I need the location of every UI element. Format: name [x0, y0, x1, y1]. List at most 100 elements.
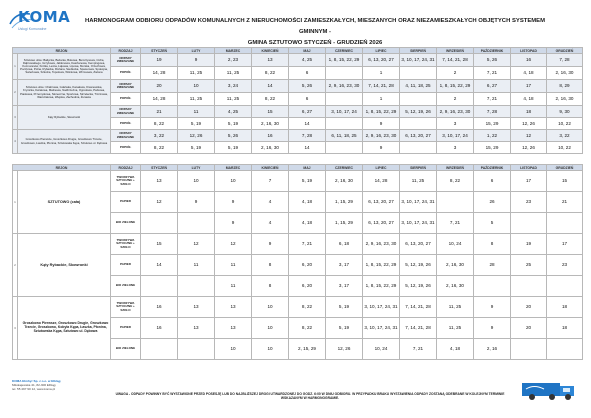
pickup-dates: 8, 22: [140, 117, 178, 130]
pickup-dates: 17: [510, 79, 547, 93]
pickup-dates: 1, 15, 29: [325, 191, 363, 213]
pickup-dates: 19: [510, 233, 547, 255]
pickup-dates: 20: [140, 79, 178, 93]
pickup-dates: 5, 19: [288, 170, 326, 192]
waste-type: BIO ZIELONE: [110, 338, 141, 360]
pickup-dates: 2: [436, 66, 474, 80]
pickup-dates: 4, 25: [288, 53, 326, 67]
pickup-dates: 8: [251, 275, 289, 297]
pickup-dates: 6: [288, 92, 326, 106]
pickup-dates: 2, 9, 16, 23, 30: [362, 233, 400, 255]
pickup-dates: 11: [177, 105, 215, 118]
pickup-dates: 14: [140, 254, 178, 276]
pickup-dates: 3, 22: [546, 129, 583, 142]
pickup-dates: 12, 26: [510, 141, 547, 154]
table-header-row: REJON RODZAJ STYCZEŃ LUTY MARZEC KWIECIE…: [12, 164, 583, 171]
pickup-dates: 16: [140, 296, 178, 318]
pickup-dates: [140, 212, 178, 234]
pickup-dates: 11, 25: [399, 170, 437, 192]
pickup-dates: 3: [436, 117, 474, 130]
pickup-dates: 11, 25: [177, 66, 215, 80]
pickup-dates: 25: [510, 254, 547, 276]
pickup-dates: 20: [510, 296, 547, 318]
table-row: 2 Sztutowo ulice: Chabrowa, Gdańska, Kana…: [12, 79, 583, 106]
pickup-dates: 11: [177, 254, 215, 276]
pickup-dates: 10: [214, 338, 252, 360]
table-row: BIO ZIELONE 9 4 4, 18 1, 15, 29 6, 13, 20, 27…: [13, 212, 583, 234]
pickup-dates: 3, 10, 17, 24: [436, 129, 474, 142]
table-row: 1 Sztutowo ulice: Bałtycka, Bażanta, Buko…: [12, 53, 583, 80]
pickup-dates: 10, 24: [362, 338, 400, 360]
title-line-2: GMINA SZTUTOWO STYCZEŃ - GRUDZIEŃ 2026: [247, 40, 383, 46]
pickup-dates: 9: [177, 191, 215, 213]
pickup-dates: 23: [546, 254, 583, 276]
pickup-dates: 13: [177, 317, 215, 339]
pickup-dates: [399, 117, 437, 130]
pickup-dates: 2, 16, 30: [251, 141, 289, 154]
pickup-dates: 21: [140, 105, 178, 118]
pickup-dates: 11, 25: [214, 66, 252, 80]
company-phone: tel. 55 497 90 12, www.koma.pl: [12, 386, 55, 391]
pickup-dates: 7, 21: [473, 92, 511, 106]
pickup-dates: 15: [251, 105, 289, 118]
pickup-dates: 2, 9, 16, 23, 30: [325, 79, 363, 93]
pickup-dates: 1, 8, 15, 22, 29: [436, 79, 474, 93]
waste-type: PAPIER: [110, 254, 141, 276]
table-row: POPIÓŁ 8, 22 5, 19 5, 19 2, 16, 30 14 9 3 15, 29…: [13, 141, 583, 154]
pickup-dates: 1: [362, 66, 400, 80]
pickup-dates: 13: [214, 296, 252, 318]
waste-type: ODPADY ZMIESZANE: [110, 105, 141, 118]
region-location: SZTUTOWO (cała): [17, 170, 111, 234]
pickup-dates: 9: [362, 117, 400, 130]
table-row: PAPIER 12 9 9 4 4, 18 1, 15, 29 6, 13, 20, 27 3,…: [13, 191, 583, 213]
pickup-dates: 8, 22: [251, 66, 289, 80]
pickup-dates: [140, 338, 178, 360]
pickup-dates: 2, 16, 30: [436, 254, 474, 276]
pickup-dates: 11, 25: [177, 92, 215, 106]
pickup-dates: 8: [473, 233, 511, 255]
pickup-dates: 28: [473, 254, 511, 276]
pickup-dates: 19: [140, 53, 178, 67]
pickup-dates: 4, 18: [288, 212, 326, 234]
pickup-dates: 4, 25: [214, 105, 252, 118]
waste-type: POPIÓŁ: [110, 66, 141, 80]
pickup-dates: 3, 10, 17, 24, 31: [362, 296, 400, 318]
pickup-dates: 2, 16, 30: [546, 92, 583, 106]
table-row: BIO ZIELONE 10 10 2, 15, 29 12, 26 10, 24 7, 2…: [13, 338, 583, 360]
pickup-dates: 1, 8, 15, 22, 29: [325, 53, 363, 67]
pickup-dates: 8: [251, 254, 289, 276]
pickup-dates: 7, 14, 21, 28: [362, 79, 400, 93]
table-row: 3 Kąty Rybackie, Skowronki ODPADY ZMIESZAN…: [12, 105, 583, 130]
pickup-dates: 6: [288, 66, 326, 80]
pickup-dates: [140, 275, 178, 297]
pickup-dates: 10, 22: [546, 141, 583, 154]
pickup-dates: 11: [214, 275, 252, 297]
pickup-dates: 2, 23: [214, 53, 252, 67]
pickup-dates: 8, 29: [546, 79, 583, 93]
pickup-dates: 4, 18: [510, 66, 547, 80]
pickup-dates: [510, 275, 547, 297]
page-title: HARMONOGRAM ODBIORU ODPADÓW KOMUNALNYCH …: [85, 16, 545, 49]
pickup-dates: 2, 9, 16, 23, 30: [436, 105, 474, 118]
pickup-dates: 10: [251, 338, 289, 360]
pickup-dates: 2, 16, 30: [251, 117, 289, 130]
pickup-dates: 15: [140, 233, 178, 255]
pickup-dates: 8, 22: [140, 141, 178, 154]
pickup-dates: 5, 26: [473, 53, 511, 67]
logo-tagline: Usługi Komunalne: [18, 27, 47, 31]
pickup-dates: 16: [510, 53, 547, 67]
pickup-dates: 7, 28: [288, 129, 326, 142]
pickup-dates: 7, 28: [473, 105, 511, 118]
pickup-dates: 15: [546, 170, 583, 192]
pickup-dates: 3, 10, 17, 24, 31: [362, 317, 400, 339]
pickup-dates: 6, 27: [288, 105, 326, 118]
pickup-dates: [436, 191, 474, 213]
pickup-dates: 9: [177, 53, 215, 67]
waste-type: POPIÓŁ: [110, 141, 141, 154]
pickup-dates: [177, 212, 215, 234]
region-location: Kąty Rybackie, Skowronki: [17, 233, 111, 297]
pickup-dates: 18: [546, 317, 583, 339]
pickup-dates: 9: [473, 317, 511, 339]
pickup-dates: 6, 11, 18, 25: [325, 129, 363, 142]
pickup-dates: 9: [473, 296, 511, 318]
